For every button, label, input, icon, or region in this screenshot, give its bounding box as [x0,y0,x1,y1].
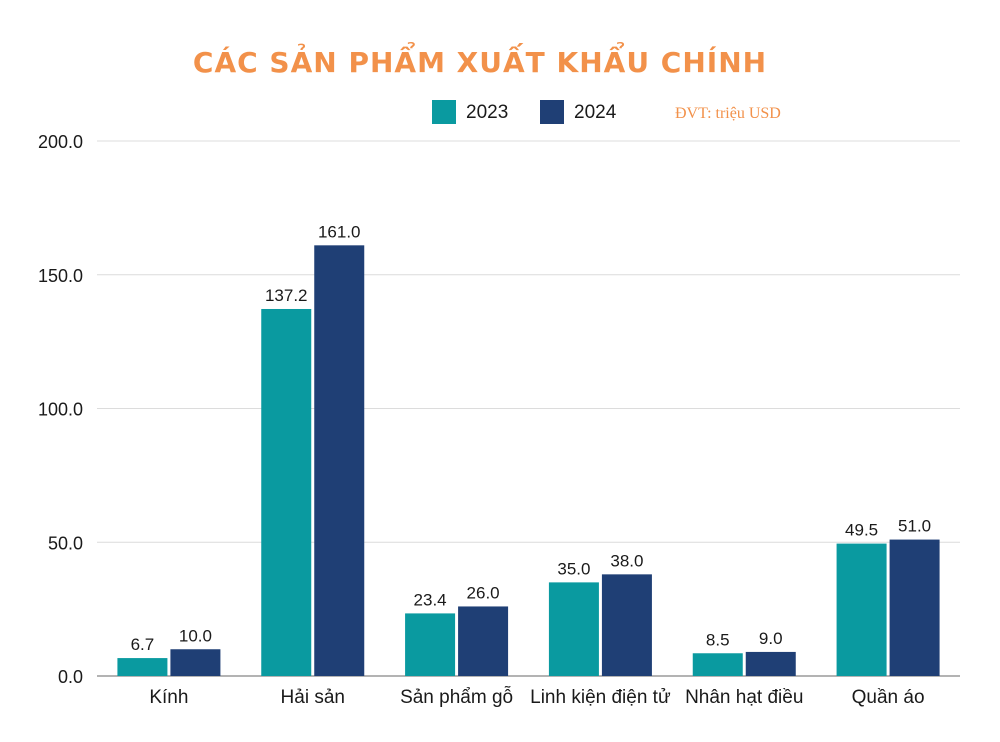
bar-2023 [548,582,599,676]
data-label: 26.0 [467,583,500,602]
bar-2024 [170,649,221,676]
bar-2024 [458,606,509,676]
data-label: 10.0 [179,626,212,645]
y-tick-label: 100.0 [38,400,83,420]
data-label: 49.5 [845,521,878,540]
bar-2023 [261,308,312,676]
bar-2023 [405,613,456,676]
category-label: Quần áo [852,687,925,708]
bars [117,245,940,676]
legend-swatch-2024 [540,100,564,124]
chart-title: CÁC SẢN PHẨM XUẤT KHẨU CHÍNH [193,40,767,79]
category-label: Hải sản [281,687,345,708]
data-label: 8.5 [706,630,730,649]
bar-2023 [836,543,887,676]
category-label: Nhân hạt điều [685,687,803,708]
data-labels: 6.7 10.0 137.2 161.0 23.4 26.0 35.0 38.0 8.5 9.0 4… [131,222,932,654]
bar-2023 [117,658,168,676]
y-tick-label: 50.0 [48,533,83,553]
y-axis: 0.0 50.0 100.0 150.0 200.0 [38,132,83,687]
y-tick-label: 200.0 [38,132,83,152]
legend-label-2024: 2024 [574,102,617,123]
legend-swatch-2023 [432,100,456,124]
data-label: 35.0 [557,559,590,578]
data-label: 51.0 [898,517,931,536]
data-label: 38.0 [610,551,643,570]
data-label: 6.7 [131,635,155,654]
data-label: 137.2 [265,286,308,305]
data-label: 9.0 [759,629,783,648]
legend: 2023 2024 [432,100,617,124]
data-label: 161.0 [318,222,361,241]
bar-2024 [314,245,365,676]
category-label: Linh kiện điện tử [530,687,671,708]
y-tick-label: 0.0 [58,667,83,687]
category-label: Kính [149,687,188,708]
bar-2024 [601,574,652,676]
bar-2024 [745,651,796,676]
bar-2023 [692,653,743,676]
data-label: 23.4 [414,590,447,609]
x-axis: Kính Hải sản Sản phẩm gỗ Linh kiện điện tử N… [149,686,924,708]
legend-label-2023: 2023 [466,102,508,123]
y-tick-label: 150.0 [38,266,83,286]
bar-2024 [889,539,940,676]
category-label: Sản phẩm gỗ [400,686,513,708]
unit-note: ĐVT: triệu USD [675,105,781,122]
gridlines [97,140,960,677]
